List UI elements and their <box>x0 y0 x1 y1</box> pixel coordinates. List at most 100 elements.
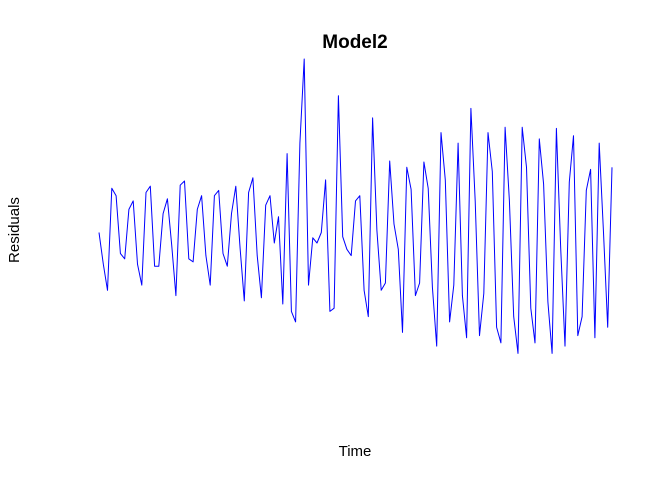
residual-point <box>282 303 283 304</box>
residual-point <box>287 153 288 154</box>
residual-point <box>244 300 245 301</box>
residual-point <box>479 335 480 336</box>
residual-point <box>257 255 258 256</box>
residual-point <box>342 236 343 237</box>
residual-point <box>526 167 527 168</box>
residual-point <box>385 282 386 283</box>
chart-title: Model2 <box>322 32 387 53</box>
residual-point <box>428 188 429 189</box>
residual-point <box>193 261 194 262</box>
residual-point <box>184 180 185 181</box>
residual-point <box>308 285 309 286</box>
residual-point <box>201 195 202 196</box>
residual-point <box>530 308 531 309</box>
residual-point <box>235 186 236 187</box>
residual-point <box>359 195 360 196</box>
residual-point <box>594 337 595 338</box>
residual-point <box>573 135 574 136</box>
residual-point <box>334 308 335 309</box>
residual-point <box>175 295 176 296</box>
residual-point <box>487 132 488 133</box>
residual-point <box>483 293 484 294</box>
residuals-series-line <box>98 58 613 354</box>
residual-point <box>534 342 535 343</box>
residual-point <box>470 108 471 109</box>
residual-point <box>419 282 420 283</box>
residual-point <box>475 200 476 201</box>
residual-point <box>355 200 356 201</box>
residual-point <box>299 143 300 144</box>
residual-point <box>325 179 326 180</box>
residual-point <box>423 161 424 162</box>
residual-point <box>252 177 253 178</box>
residual-point <box>547 301 548 302</box>
residual-point <box>458 143 459 144</box>
residual-point <box>304 58 305 59</box>
residual-point <box>291 311 292 312</box>
residual-point <box>389 160 390 161</box>
residual-point <box>265 205 266 206</box>
residual-point <box>372 117 373 118</box>
residual-point <box>154 266 155 267</box>
residual-point <box>376 230 377 231</box>
residual-point <box>564 346 565 347</box>
residual-point <box>432 287 433 288</box>
residual-point <box>158 266 159 267</box>
x-axis-label: Time <box>339 443 372 460</box>
residual-point <box>98 232 99 233</box>
residual-point <box>560 248 561 249</box>
residual-point <box>248 192 249 193</box>
residual-point <box>505 127 506 128</box>
residual-point <box>346 249 347 250</box>
residual-point <box>368 316 369 317</box>
residual-point <box>150 186 151 187</box>
residual-point <box>338 95 339 96</box>
residual-point <box>111 188 112 189</box>
residual-point <box>227 266 228 267</box>
residual-point <box>556 128 557 129</box>
residual-point <box>415 295 416 296</box>
residual-point <box>278 216 279 217</box>
residual-point <box>274 242 275 243</box>
y-axis-label: Residuals <box>6 197 23 263</box>
residual-point <box>453 285 454 286</box>
residual-point <box>582 316 583 317</box>
residual-point <box>107 290 108 291</box>
residual-point <box>466 337 467 338</box>
residual-point <box>188 258 189 259</box>
residual-point <box>120 253 121 254</box>
residual-point <box>393 224 394 225</box>
plot-area <box>98 58 613 354</box>
residual-point <box>240 248 241 249</box>
residual-point <box>496 327 497 328</box>
residual-point <box>586 190 587 191</box>
residual-point <box>116 195 117 196</box>
residual-point <box>406 167 407 168</box>
residual-point <box>539 138 540 139</box>
residual-point <box>603 232 604 233</box>
residual-point <box>607 327 608 328</box>
residual-point <box>351 255 352 256</box>
residual-point <box>402 332 403 333</box>
residual-point <box>214 195 215 196</box>
residual-point <box>398 249 399 250</box>
residual-point <box>436 346 437 347</box>
residual-point <box>167 198 168 199</box>
residual-point <box>522 127 523 128</box>
residual-point <box>590 169 591 170</box>
residual-point <box>449 321 450 322</box>
residual-point <box>124 258 125 259</box>
residual-point <box>599 143 600 144</box>
residual-point <box>364 290 365 291</box>
residual-point <box>552 353 553 354</box>
residual-point <box>312 237 313 238</box>
residual-point <box>180 185 181 186</box>
residual-point <box>171 245 172 246</box>
residual-point <box>543 184 544 185</box>
residual-point <box>517 353 518 354</box>
residual-point <box>569 181 570 182</box>
residual-point <box>329 311 330 312</box>
residual-point <box>103 264 104 265</box>
